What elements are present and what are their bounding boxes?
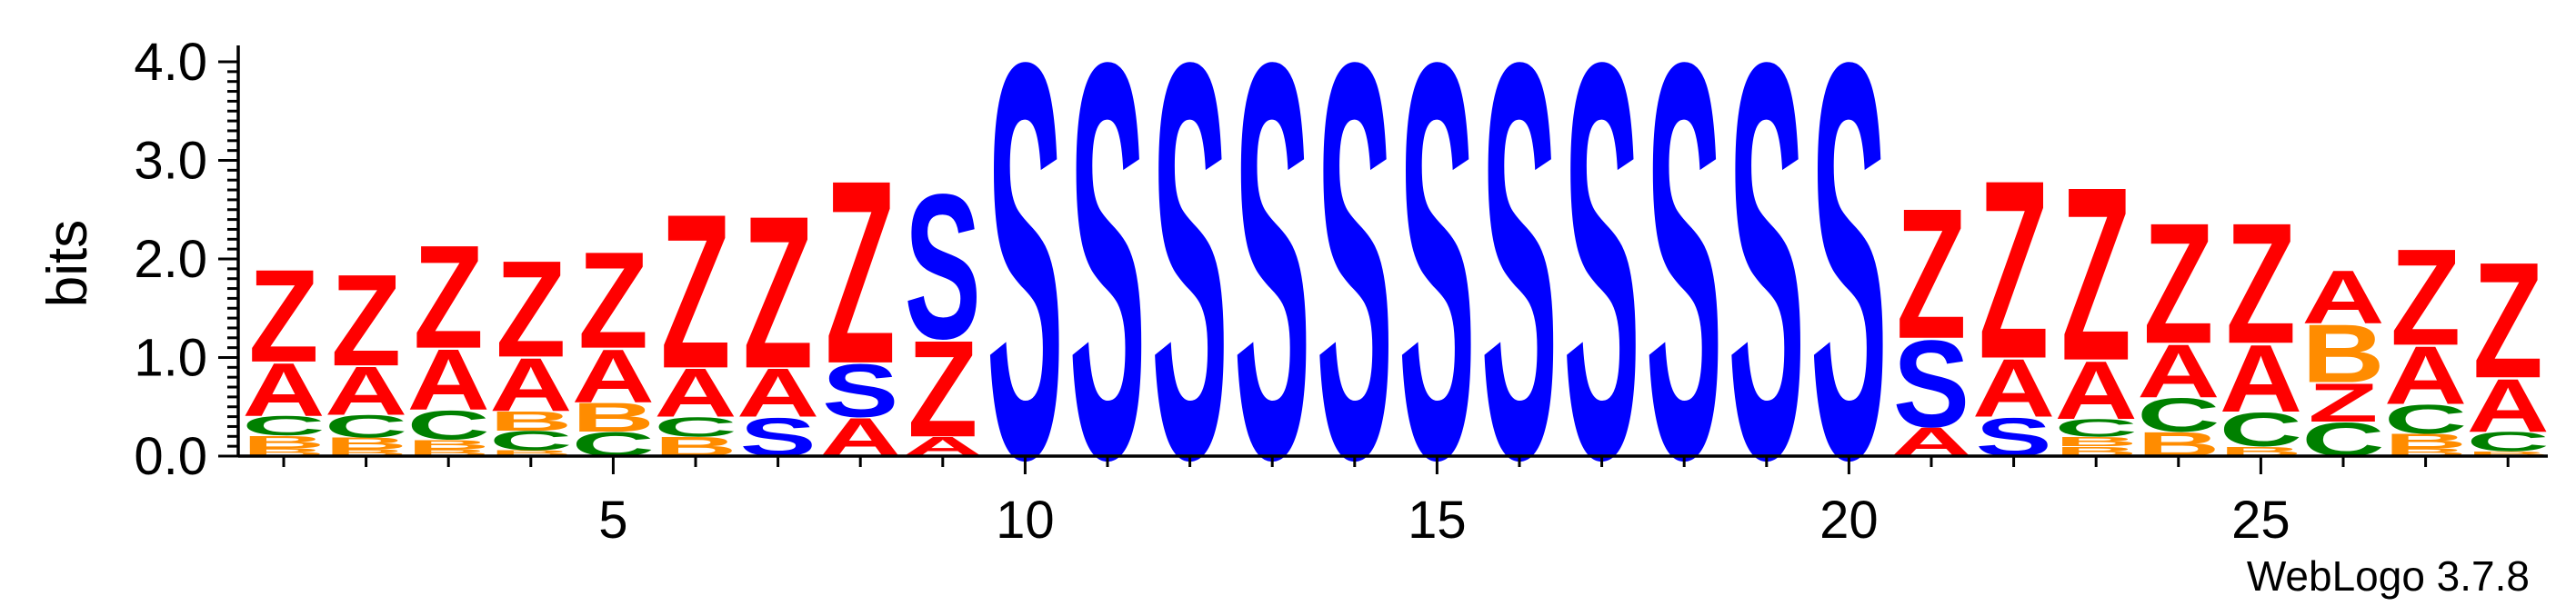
glyph-b: B [2384, 430, 2467, 452]
glyph-b: B [407, 447, 490, 458]
glyph-s: S [987, 0, 1063, 577]
glyph-c: C [407, 402, 490, 449]
x-tick-label: 20 [1819, 491, 1879, 550]
glyph-c: C [325, 409, 407, 444]
glyph-s: S [1151, 0, 1228, 577]
glyph-z: Z [2473, 228, 2543, 412]
glyph-c: C [489, 425, 572, 456]
glyph-c: C [2055, 414, 2138, 442]
glyph-c: C [654, 412, 737, 442]
glyph-s: S [1810, 0, 1887, 577]
glyph-s: S [822, 348, 898, 432]
glyph-z: Z [2391, 220, 2461, 373]
glyph-b: B [489, 406, 572, 437]
glyph-a: A [654, 355, 737, 432]
glyph-s: S [905, 152, 981, 382]
glyph-z: Z [414, 214, 484, 379]
glyph-z: Z [331, 246, 401, 393]
glyph-b: B [325, 447, 407, 458]
glyph-a: A [2384, 330, 2467, 422]
glyph-s: S [1398, 0, 1475, 577]
y-tick-label: 0.0 [134, 427, 207, 486]
glyph-a: A [2055, 344, 2138, 437]
glyph-z: Z [578, 224, 648, 377]
weblogo-credit: WebLogo 3.7.8 [2247, 552, 2530, 600]
glyph-s: S [1893, 314, 1970, 453]
glyph-s: S [1317, 0, 1393, 577]
y-tick-label: 2.0 [134, 230, 207, 289]
glyph-b: B [325, 434, 407, 452]
glyph-a: A [489, 343, 572, 427]
glyph-b: B [242, 432, 325, 452]
glyph-b: B [2055, 434, 2138, 450]
glyph-c: C [2220, 402, 2302, 457]
glyph-z: Z [2061, 137, 2131, 413]
glyph-z: Z [1896, 171, 1966, 379]
glyph-s: S [1481, 0, 1558, 577]
glyph-z: Z [743, 171, 813, 414]
glyph-z: Z [496, 233, 566, 386]
glyph-a: A [1972, 343, 2055, 435]
y-tick-label: 1.0 [134, 329, 207, 388]
glyph-s: S [1069, 0, 1146, 577]
glyph-s: S [1234, 0, 1310, 577]
glyph-s: S [1646, 0, 1722, 577]
glyph-b: B [2301, 308, 2384, 401]
glyph-a: A [2220, 324, 2302, 432]
x-tick-label: 15 [1408, 491, 1467, 550]
glyph-c: C [2467, 427, 2550, 458]
x-tick-label: 25 [2231, 491, 2290, 550]
glyph-z: Z [907, 312, 977, 465]
glyph-a: A [325, 353, 407, 430]
glyph-c: C [2384, 396, 2467, 442]
glyph-a: A [2301, 254, 2384, 339]
glyph-z: Z [826, 127, 896, 419]
glyph-a: A [2467, 363, 2550, 447]
y-tick-label: 3.0 [134, 132, 207, 191]
x-tick-label: 10 [996, 491, 1055, 550]
glyph-b: B [407, 437, 490, 452]
glyph-c: C [2137, 388, 2220, 442]
glyph-c: C [242, 411, 325, 442]
glyph-s: S [1563, 0, 1639, 577]
glyph-z: Z [2308, 372, 2378, 433]
y-tick-label: 4.0 [134, 33, 207, 92]
glyph-b: B [2467, 450, 2550, 457]
glyph-a: A [572, 333, 655, 418]
glyph-z: Z [2143, 188, 2213, 381]
glyph-z: Z [248, 242, 318, 389]
x-tick-label: 5 [598, 491, 627, 550]
y-axis-label: bits [36, 220, 99, 307]
glyph-z: Z [2226, 188, 2296, 381]
glyph-a: A [407, 332, 490, 429]
glyph-s: S [1729, 0, 1805, 577]
axis-layer: 0.0 1.0 2.0 3.0 4.0 5 10 15 20 25 [134, 33, 2548, 550]
glyph-a: A [242, 347, 325, 432]
glyph-z: Z [1979, 128, 2049, 412]
glyph-a: A [737, 355, 819, 432]
glyph-a: A [2137, 328, 2220, 412]
glyph-b: B [572, 394, 655, 441]
glyph-b: B [489, 449, 572, 458]
glyph-z: Z [660, 168, 730, 414]
